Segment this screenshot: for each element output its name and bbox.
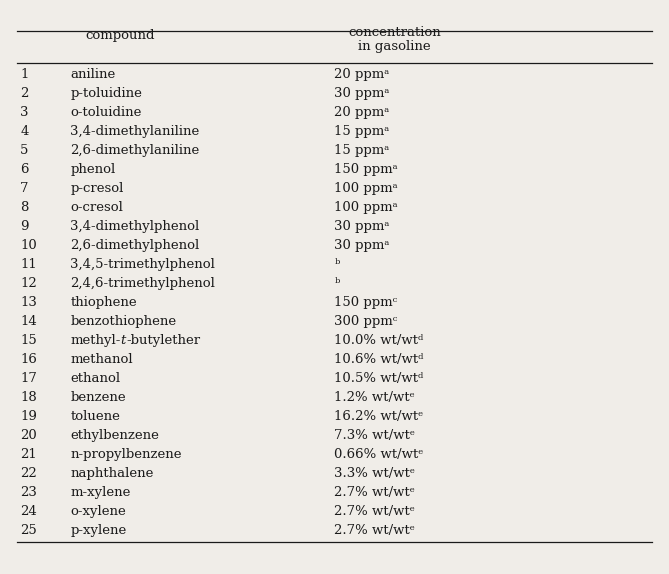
Text: 9: 9 bbox=[20, 220, 29, 233]
Text: 21: 21 bbox=[20, 448, 37, 461]
Text: t: t bbox=[120, 334, 126, 347]
Text: 13: 13 bbox=[20, 296, 37, 309]
Text: 6: 6 bbox=[20, 163, 29, 176]
Text: 2.7% wt/wtᵉ: 2.7% wt/wtᵉ bbox=[334, 524, 415, 537]
Text: 14: 14 bbox=[20, 315, 37, 328]
Text: toluene: toluene bbox=[70, 410, 120, 423]
Text: o-cresol: o-cresol bbox=[70, 201, 123, 214]
Text: methanol: methanol bbox=[70, 353, 133, 366]
Text: 23: 23 bbox=[20, 486, 37, 499]
Text: 10: 10 bbox=[20, 239, 37, 252]
Text: 4: 4 bbox=[20, 125, 29, 138]
Text: 100 ppmᵃ: 100 ppmᵃ bbox=[334, 182, 398, 195]
Text: 1: 1 bbox=[20, 68, 29, 81]
Text: 5: 5 bbox=[20, 144, 29, 157]
Text: -butylether: -butylether bbox=[126, 334, 200, 347]
Text: o-xylene: o-xylene bbox=[70, 505, 126, 518]
Text: 8: 8 bbox=[20, 201, 29, 214]
Text: benzothiophene: benzothiophene bbox=[70, 315, 177, 328]
Text: 20 ppmᵃ: 20 ppmᵃ bbox=[334, 68, 390, 81]
Text: 3,4-dimethylaniline: 3,4-dimethylaniline bbox=[70, 125, 199, 138]
Text: 18: 18 bbox=[20, 391, 37, 404]
Text: 30 ppmᵃ: 30 ppmᵃ bbox=[334, 220, 390, 233]
Text: naphthalene: naphthalene bbox=[70, 467, 154, 480]
Text: phenol: phenol bbox=[70, 163, 116, 176]
Text: 7.3% wt/wtᵉ: 7.3% wt/wtᵉ bbox=[334, 429, 415, 442]
Text: ᵇ: ᵇ bbox=[334, 277, 340, 290]
Text: 20: 20 bbox=[20, 429, 37, 442]
Text: m-xylene: m-xylene bbox=[70, 486, 130, 499]
Text: 12: 12 bbox=[20, 277, 37, 290]
Text: 30 ppmᵃ: 30 ppmᵃ bbox=[334, 87, 390, 100]
Text: 2,4,6-trimethylphenol: 2,4,6-trimethylphenol bbox=[70, 277, 215, 290]
Text: 17: 17 bbox=[20, 372, 37, 385]
Text: n-propylbenzene: n-propylbenzene bbox=[70, 448, 182, 461]
Text: 16: 16 bbox=[20, 353, 37, 366]
Text: 3,4-dimethylphenol: 3,4-dimethylphenol bbox=[70, 220, 199, 233]
Text: methyl-: methyl- bbox=[70, 334, 120, 347]
Text: p-cresol: p-cresol bbox=[70, 182, 124, 195]
Text: 25: 25 bbox=[20, 524, 37, 537]
Text: p-toluidine: p-toluidine bbox=[70, 87, 142, 100]
Text: 15: 15 bbox=[20, 334, 37, 347]
Text: 10.0% wt/wtᵈ: 10.0% wt/wtᵈ bbox=[334, 334, 423, 347]
Text: ethylbenzene: ethylbenzene bbox=[70, 429, 159, 442]
Text: o-toluidine: o-toluidine bbox=[70, 106, 142, 119]
Text: 300 ppmᶜ: 300 ppmᶜ bbox=[334, 315, 398, 328]
Text: 20 ppmᵃ: 20 ppmᵃ bbox=[334, 106, 390, 119]
Text: 24: 24 bbox=[20, 505, 37, 518]
Text: 2: 2 bbox=[20, 87, 29, 100]
Text: concentration: concentration bbox=[348, 26, 441, 39]
Text: 22: 22 bbox=[20, 467, 37, 480]
Text: 11: 11 bbox=[20, 258, 37, 271]
Text: 1.2% wt/wtᵉ: 1.2% wt/wtᵉ bbox=[334, 391, 415, 404]
Text: 3.3% wt/wtᵉ: 3.3% wt/wtᵉ bbox=[334, 467, 415, 480]
Text: 100 ppmᵃ: 100 ppmᵃ bbox=[334, 201, 398, 214]
Text: 3,4,5-trimethylphenol: 3,4,5-trimethylphenol bbox=[70, 258, 215, 271]
Text: 150 ppmᶜ: 150 ppmᶜ bbox=[334, 296, 397, 309]
Text: 2.7% wt/wtᵉ: 2.7% wt/wtᵉ bbox=[334, 486, 415, 499]
Text: 19: 19 bbox=[20, 410, 37, 423]
Text: 15 ppmᵃ: 15 ppmᵃ bbox=[334, 125, 390, 138]
Text: 30 ppmᵃ: 30 ppmᵃ bbox=[334, 239, 390, 252]
Text: 15 ppmᵃ: 15 ppmᵃ bbox=[334, 144, 390, 157]
Text: ᵇ: ᵇ bbox=[334, 258, 340, 271]
Text: in gasoline: in gasoline bbox=[358, 40, 431, 53]
Text: ethanol: ethanol bbox=[70, 372, 120, 385]
Text: aniline: aniline bbox=[70, 68, 116, 81]
Text: p-xylene: p-xylene bbox=[70, 524, 126, 537]
Text: 10.6% wt/wtᵈ: 10.6% wt/wtᵈ bbox=[334, 353, 424, 366]
Text: 3: 3 bbox=[20, 106, 29, 119]
Text: 7: 7 bbox=[20, 182, 29, 195]
Text: compound: compound bbox=[85, 29, 155, 41]
Text: 2.7% wt/wtᵉ: 2.7% wt/wtᵉ bbox=[334, 505, 415, 518]
Text: 150 ppmᵃ: 150 ppmᵃ bbox=[334, 163, 398, 176]
Text: benzene: benzene bbox=[70, 391, 126, 404]
Text: 16.2% wt/wtᵉ: 16.2% wt/wtᵉ bbox=[334, 410, 423, 423]
Text: 0.66% wt/wtᵉ: 0.66% wt/wtᵉ bbox=[334, 448, 424, 461]
Text: thiophene: thiophene bbox=[70, 296, 137, 309]
Text: 2,6-dimethylphenol: 2,6-dimethylphenol bbox=[70, 239, 199, 252]
Text: 2,6-dimethylaniline: 2,6-dimethylaniline bbox=[70, 144, 199, 157]
Text: 10.5% wt/wtᵈ: 10.5% wt/wtᵈ bbox=[334, 372, 423, 385]
